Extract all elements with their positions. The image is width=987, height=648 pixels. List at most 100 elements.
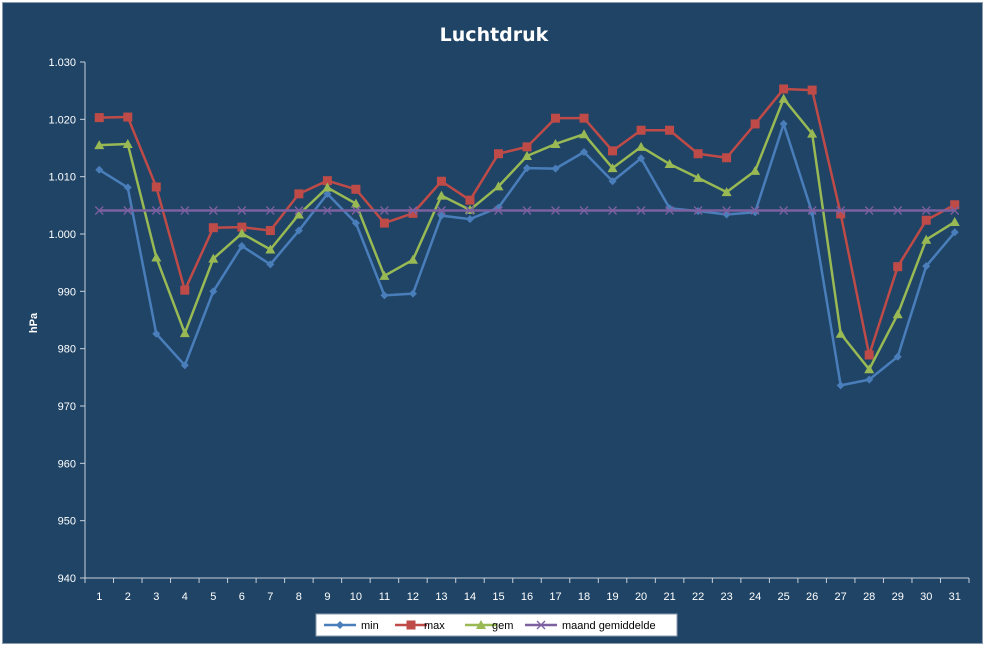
y-tick-label: 1.030 <box>48 57 76 69</box>
point-gem <box>350 198 361 208</box>
point-gem <box>236 228 247 238</box>
point-max <box>807 85 817 95</box>
point-min <box>237 242 246 251</box>
point-maand-gemiddelde <box>779 206 789 215</box>
point-max <box>750 119 760 129</box>
point-gem <box>949 216 960 226</box>
point-min <box>551 164 560 173</box>
x-tick-label: 27 <box>835 591 847 603</box>
x-tick-label: 29 <box>892 591 904 603</box>
legend-entries: min max gem maand gemiddelde <box>361 620 656 632</box>
y-axis-label: hPa <box>28 312 40 333</box>
point-min <box>123 183 132 192</box>
series-min <box>95 119 959 390</box>
point-maand-gemiddelde <box>379 206 389 215</box>
legend-label: min <box>361 620 379 632</box>
point-gem <box>293 209 304 219</box>
point-gem <box>436 190 447 200</box>
x-tick-label: 1 <box>96 591 102 603</box>
y-tick-label: 1.000 <box>48 229 76 241</box>
point-gem <box>94 140 105 150</box>
series-line-min <box>98 122 956 387</box>
point-gem <box>179 328 190 338</box>
x-tick-label: 10 <box>350 591 362 603</box>
x-tick-label: 17 <box>549 591 561 603</box>
point-max <box>123 112 133 122</box>
point-max <box>579 113 589 123</box>
x-tick-label: 9 <box>324 591 330 603</box>
point-min <box>266 260 275 269</box>
x-tick-label: 28 <box>863 591 875 603</box>
x-tick-label: 31 <box>949 591 961 603</box>
point-gem <box>892 309 903 319</box>
x-tick-label: 24 <box>749 591 761 603</box>
x-tick-label: 23 <box>720 591 732 603</box>
legend: min max gem maand gemiddelde <box>315 613 678 637</box>
point-gem <box>664 159 675 169</box>
point-maand-gemiddelde <box>351 206 361 215</box>
point-maand-gemiddelde <box>893 206 903 215</box>
point-gem <box>151 252 162 262</box>
point-min <box>608 177 617 186</box>
point-maand-gemiddelde <box>722 206 732 215</box>
point-maand-gemiddelde <box>750 206 760 215</box>
point-gem <box>807 128 818 138</box>
y-tick-label: 960 <box>58 458 76 470</box>
point-min <box>836 381 845 390</box>
point-min <box>408 289 417 298</box>
x-tick-label: 5 <box>210 591 216 603</box>
point-maand-gemiddelde <box>807 206 817 215</box>
point-maand-gemiddelde <box>208 206 218 215</box>
point-maand-gemiddelde <box>494 206 503 215</box>
x-tick-label: 2 <box>125 591 131 603</box>
x-tick-label: 15 <box>492 591 504 603</box>
point-gem <box>579 129 590 139</box>
x-tick-label: 22 <box>692 591 704 603</box>
point-min <box>865 375 874 384</box>
point-max <box>351 184 361 194</box>
x-tick-label: 14 <box>464 591 476 603</box>
x-tick-label: 26 <box>806 591 818 603</box>
series-line-max <box>99 87 956 357</box>
point-min <box>294 226 303 235</box>
point-gem <box>721 187 732 197</box>
x-tick-label: 30 <box>920 591 932 603</box>
x-tick-label: 18 <box>578 591 590 603</box>
series-max <box>94 84 960 360</box>
x-tick-label: 4 <box>182 591 188 603</box>
point-maand-gemiddelde <box>408 206 418 215</box>
point-min <box>637 154 646 163</box>
point-maand-gemiddelde <box>265 206 275 215</box>
point-min <box>465 215 474 224</box>
point-gem <box>835 328 846 338</box>
y-tick-label: 1.020 <box>48 114 76 126</box>
point-gem <box>550 138 561 148</box>
point-max <box>379 218 389 228</box>
point-min <box>922 262 931 271</box>
point-maand-gemiddelde <box>665 206 675 215</box>
point-max <box>436 176 446 186</box>
point-max <box>151 182 161 192</box>
point-maand-gemiddelde <box>151 206 161 215</box>
legend-marker <box>336 621 344 629</box>
point-min <box>523 164 531 173</box>
y-tick-label: 970 <box>58 401 76 413</box>
point-gem <box>864 364 875 374</box>
legend-marker <box>536 620 546 630</box>
point-min <box>95 165 104 174</box>
point-maand-gemiddelde <box>123 206 133 215</box>
point-max <box>180 285 190 295</box>
y-tick-label: 940 <box>58 573 76 585</box>
point-max <box>294 189 304 199</box>
point-gem <box>778 93 789 103</box>
x-tick-label: 13 <box>435 591 447 603</box>
point-max <box>608 146 618 156</box>
point-max <box>693 149 703 159</box>
point-max <box>94 113 104 123</box>
point-maand-gemiddelde <box>579 206 589 215</box>
point-max <box>665 125 675 135</box>
point-min <box>950 228 959 237</box>
point-gem <box>693 172 704 182</box>
